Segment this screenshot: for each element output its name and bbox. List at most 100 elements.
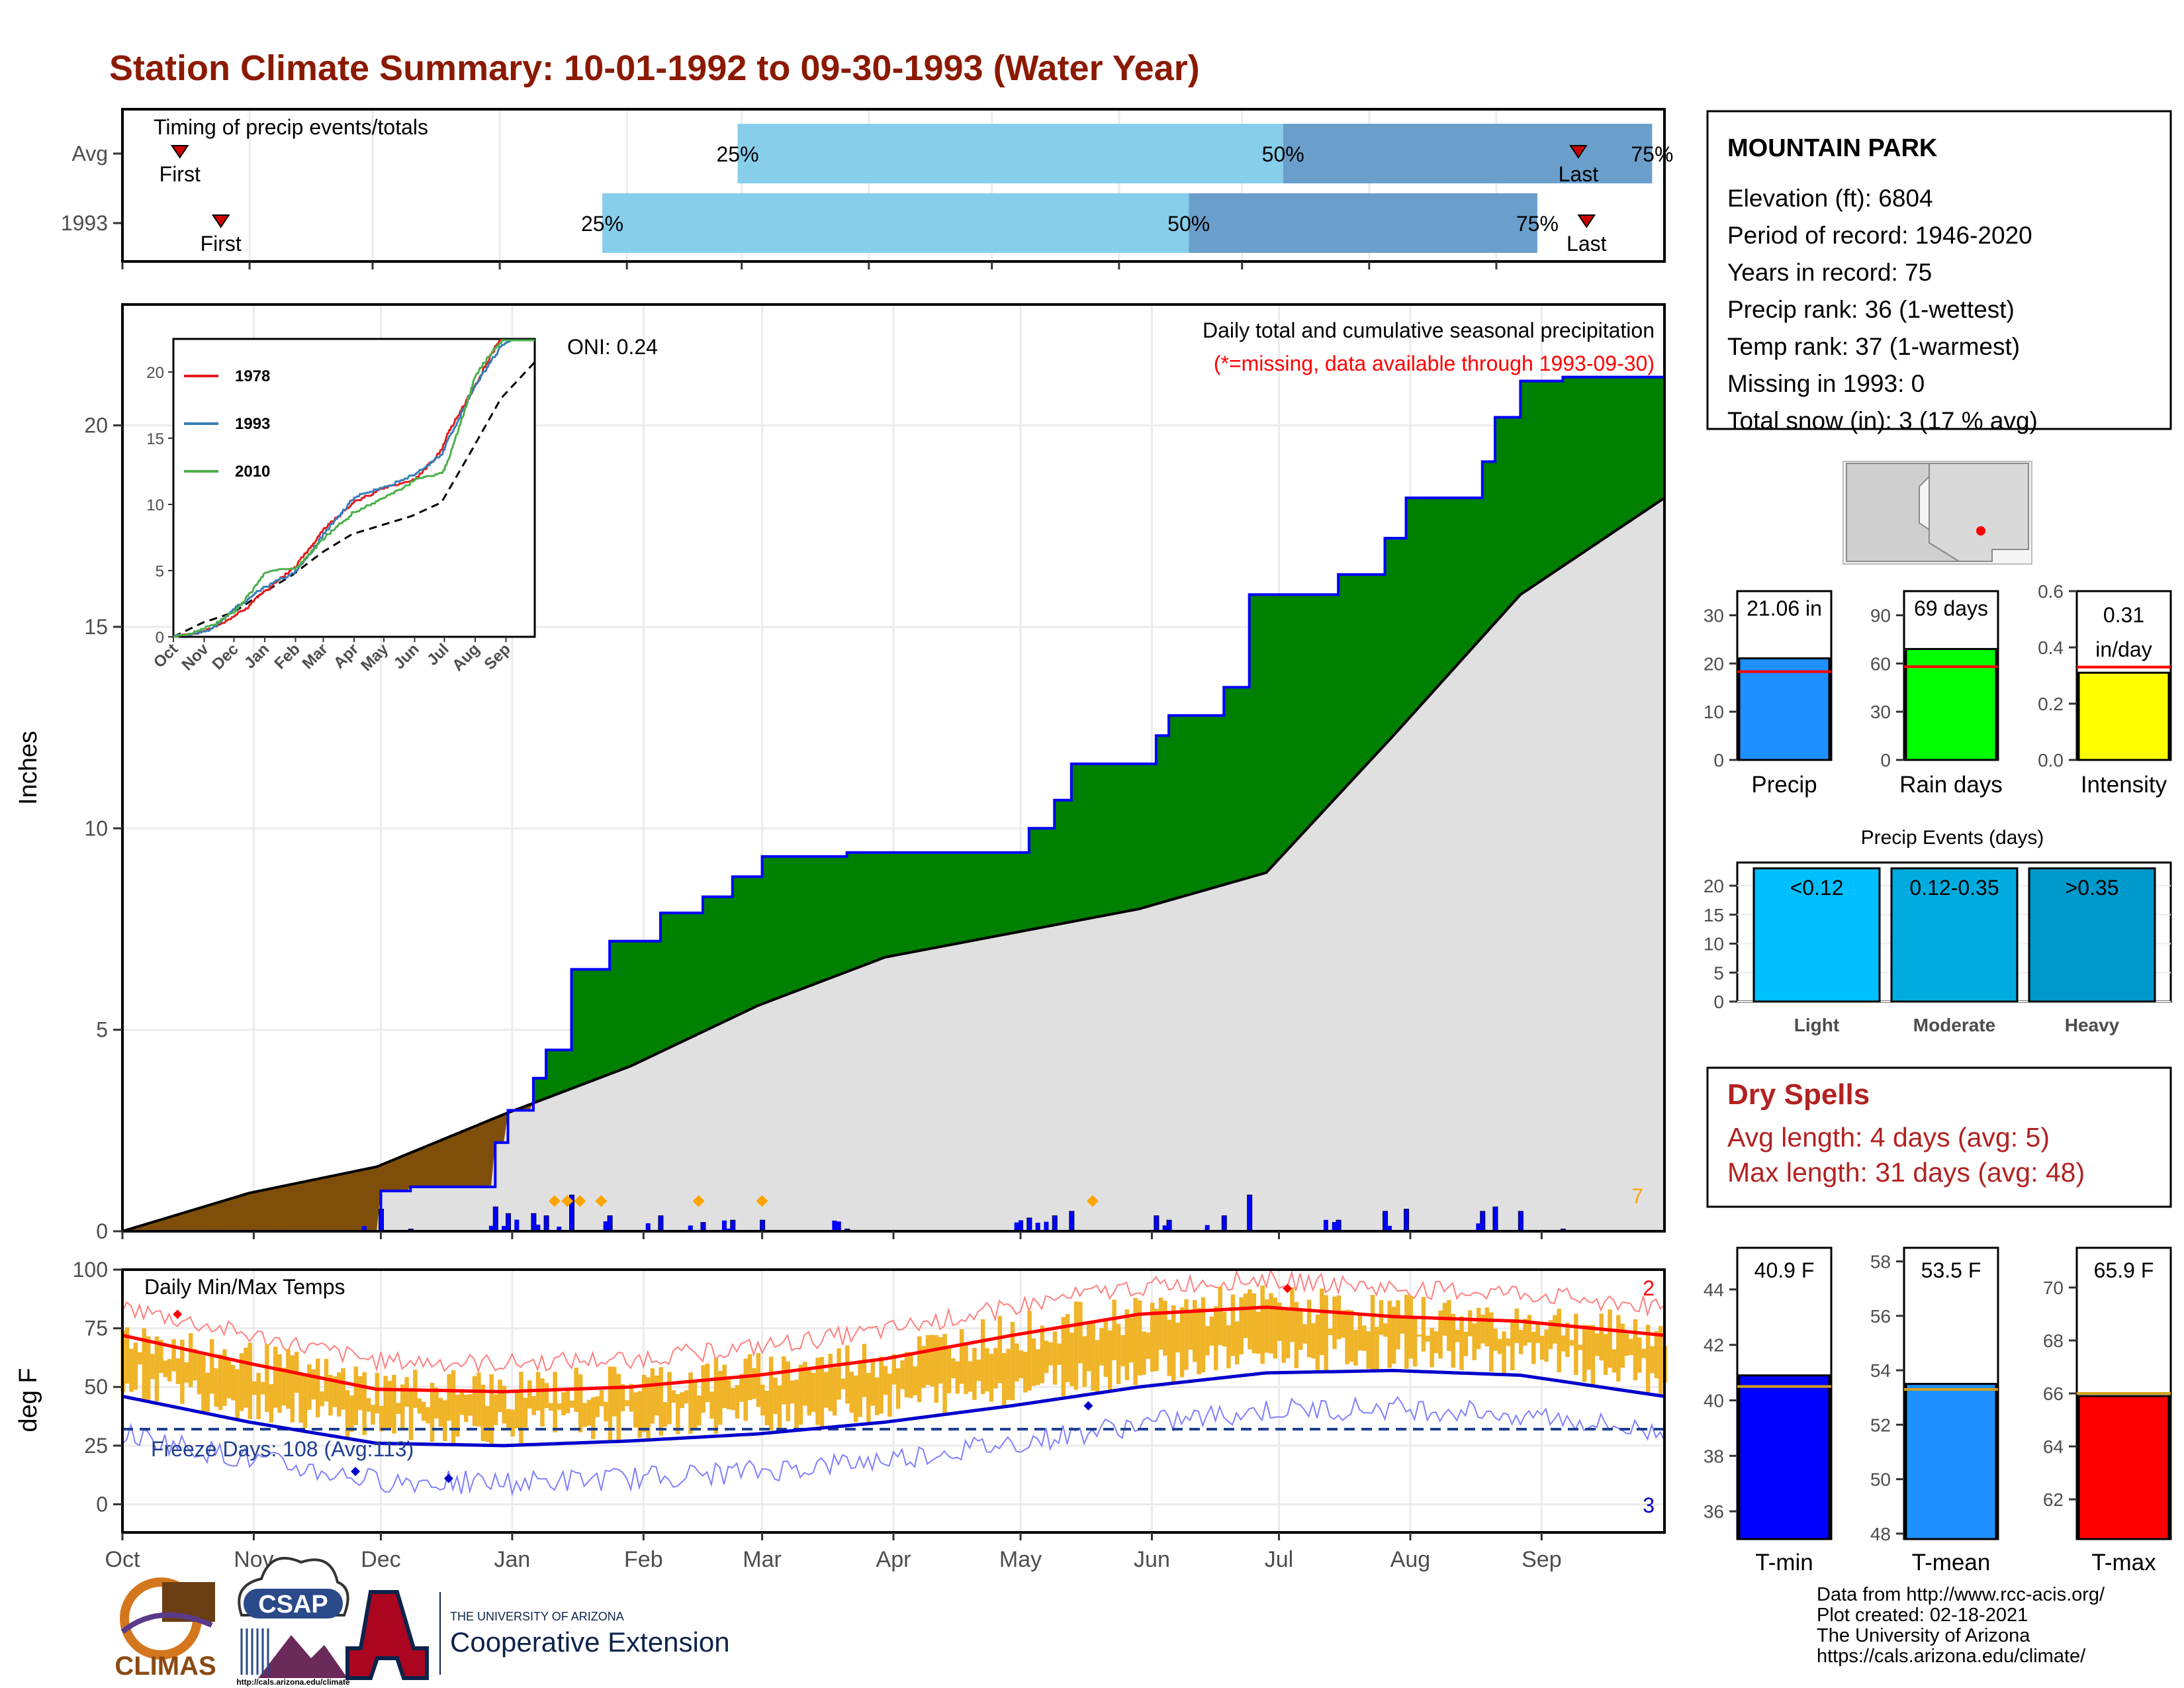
record-low-marker <box>1083 1401 1093 1411</box>
daily-temp-bar <box>976 1359 981 1382</box>
surplus-area <box>1563 377 1568 567</box>
deficit-area <box>220 1200 225 1231</box>
snow-marker <box>561 1195 574 1207</box>
daily-temp-bar <box>1548 1320 1553 1350</box>
daily-temp-bar <box>1188 1312 1193 1350</box>
daily-precip-bar <box>760 1219 766 1232</box>
p25-label: 25% <box>581 212 623 236</box>
daily-temp-bar <box>1629 1338 1633 1355</box>
daily-temp-bar <box>680 1392 684 1409</box>
surplus-area <box>681 913 686 1042</box>
daily-temp-bar <box>1455 1329 1460 1342</box>
deficit-area <box>461 1130 467 1188</box>
daily-temp-bar <box>1391 1307 1396 1364</box>
daily-temp-bar <box>1302 1324 1307 1344</box>
ua-small-text: THE UNIVERSITY OF ARIZONA <box>450 1610 624 1623</box>
deficit-area <box>177 1213 183 1231</box>
bar-y-tick: 0.2 <box>2038 694 2064 714</box>
surplus-area <box>1537 381 1542 584</box>
deficit-area <box>236 1196 242 1231</box>
surplus-area <box>1529 381 1534 589</box>
new-mexico-shape <box>1929 463 2029 562</box>
daily-temp-bar <box>1510 1319 1515 1370</box>
surplus-area <box>846 852 852 972</box>
surplus-area <box>1148 763 1153 907</box>
daily-temp-bar <box>549 1403 553 1411</box>
daily-temp-bar <box>336 1372 341 1417</box>
surplus-area <box>1351 574 1356 782</box>
daily-temp-bar <box>260 1382 265 1395</box>
surplus-area <box>1482 461 1487 637</box>
daily-temp-bar <box>396 1403 401 1415</box>
surplus-area <box>927 852 933 949</box>
surplus-area <box>1003 852 1009 935</box>
daily-temp-bar <box>277 1354 282 1413</box>
surplus-area <box>1550 381 1555 575</box>
daily-temp-bar <box>256 1372 261 1419</box>
month-tick: Jun <box>1134 1547 1170 1572</box>
daily-temp-bar <box>124 1327 130 1384</box>
daily-temp-bar <box>1408 1295 1413 1359</box>
surplus-area <box>741 876 746 1014</box>
precip-y-tick: 20 <box>84 414 108 438</box>
surplus-area <box>1067 800 1072 923</box>
daily-temp-bar <box>604 1401 608 1422</box>
daily-temp-bar <box>887 1374 892 1417</box>
daily-temp-bar <box>612 1366 617 1417</box>
daily-temp-bar <box>1010 1321 1015 1401</box>
daily-temp-bar <box>341 1368 345 1410</box>
daily-temp-bar <box>1565 1323 1570 1358</box>
surplus-area <box>1291 594 1297 845</box>
daily-temp-bar <box>709 1391 714 1419</box>
deficit-area <box>478 1123 483 1188</box>
temp-y-tick: 75 <box>84 1317 108 1340</box>
deficit-area <box>347 1172 352 1231</box>
month-tick: Jul <box>1265 1547 1293 1572</box>
oni-label: ONI: 0.24 <box>567 335 658 359</box>
daily-temp-bar <box>1557 1309 1561 1373</box>
daily-temp-bar <box>676 1393 680 1434</box>
bar-y-tick: 30 <box>1704 605 1724 626</box>
surplus-area <box>563 1050 568 1092</box>
surplus-area <box>1126 763 1132 912</box>
record-high-marker <box>173 1309 183 1319</box>
surplus-area <box>1042 828 1047 928</box>
daily-temp-bar <box>773 1378 778 1415</box>
snow-marker <box>692 1195 705 1207</box>
daily-temp-bar <box>1128 1317 1134 1363</box>
daily-temp-bar <box>1184 1299 1189 1370</box>
surplus-area <box>571 969 576 1089</box>
daily-temp-bar <box>951 1358 956 1378</box>
daily-temp-bar <box>1341 1310 1345 1338</box>
daily-temp-bar <box>531 1395 536 1415</box>
surplus-area <box>631 941 636 1066</box>
deficit-area <box>398 1156 403 1192</box>
surplus-area <box>732 876 737 1018</box>
bar-y-tick: 66 <box>2043 1383 2064 1404</box>
surplus-area <box>758 876 763 1006</box>
event-bin-label: 0.12-0.35 <box>1909 876 1999 900</box>
deficit-area <box>486 1119 492 1188</box>
daily-temp-bar <box>684 1390 689 1404</box>
daily-temp-bar <box>815 1357 820 1425</box>
daily-temp-bar <box>1595 1333 1600 1356</box>
daily-temp-bar <box>586 1399 592 1426</box>
temp-y-tick: 0 <box>96 1492 108 1516</box>
station-info-line: Missing in 1993: 0 <box>1727 370 1925 397</box>
value-unit: in/day <box>2095 637 2152 661</box>
daily-temp-bar <box>667 1372 672 1425</box>
station-location-dot <box>1976 526 1985 536</box>
daily-temp-bar <box>701 1365 705 1413</box>
daily-temp-bar <box>616 1374 621 1442</box>
precip-legend-title: Daily total and cumulative seasonal prec… <box>1203 318 1655 342</box>
daily-temp-bar <box>1468 1310 1473 1336</box>
surplus-area <box>1355 574 1360 777</box>
daily-temp-bar <box>633 1392 638 1428</box>
daily-precip-bar <box>1404 1209 1410 1232</box>
surplus-area <box>1338 574 1343 795</box>
deficit-area <box>228 1197 234 1231</box>
surplus-area <box>737 876 742 1016</box>
station-frame <box>1706 110 2172 430</box>
daily-temp-bar <box>1400 1317 1405 1334</box>
daily-temp-bar <box>1277 1302 1282 1341</box>
